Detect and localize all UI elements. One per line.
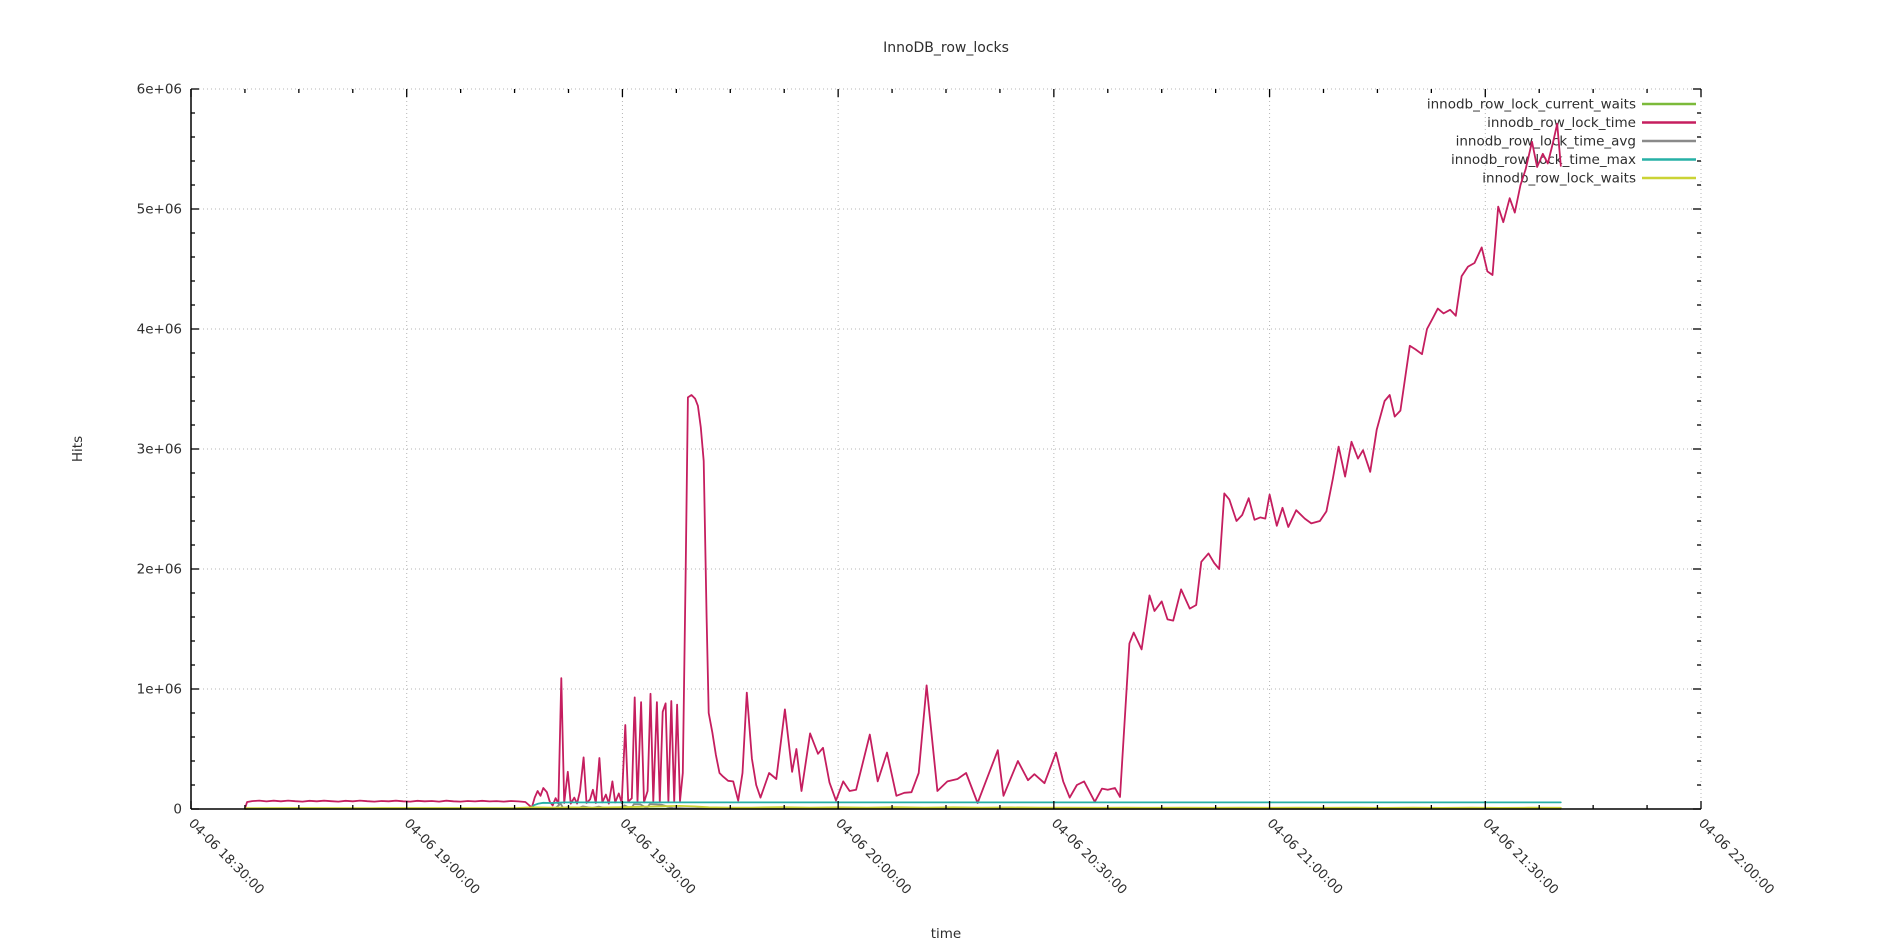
y-tick-label: 6e+06 xyxy=(137,82,182,98)
x-tick-label: 04-06 18:30:00 xyxy=(185,816,267,898)
x-tick-label: 04-06 21:00:00 xyxy=(1264,816,1346,898)
x-tick-label: 04-06 20:00:00 xyxy=(832,816,914,898)
y-axis-label: Hits xyxy=(70,436,86,462)
legend-label: innodb_row_lock_time_avg xyxy=(1456,134,1636,150)
legend-label: innodb_row_lock_current_waits xyxy=(1427,97,1636,113)
y-tick-label: 0 xyxy=(173,802,182,818)
x-tick-label: 04-06 19:30:00 xyxy=(617,816,699,898)
x-tick-label: 04-06 22:00:00 xyxy=(1695,816,1777,898)
x-tick-label: 04-06 20:30:00 xyxy=(1048,816,1130,898)
series-line-innodb_row_lock_time_max xyxy=(529,801,1562,810)
legend: innodb_row_lock_current_waits innodb_row_… xyxy=(1427,97,1696,187)
series-line-innodb_row_lock_time xyxy=(243,122,1562,810)
series-lines xyxy=(243,122,1562,810)
series-line-innodb_row_lock_waits xyxy=(243,805,1562,810)
gridlines xyxy=(191,89,1701,809)
x-tick-label: 04-06 21:30:00 xyxy=(1479,816,1561,898)
y-tick-label: 2e+06 xyxy=(137,562,182,578)
x-axis-label: time xyxy=(931,926,962,942)
tick-labels: 0 1e+06 2e+06 3e+06 4e+06 5e+06 6e+06 04-06 18:… xyxy=(137,82,1777,898)
legend-label: innodb_row_lock_waits xyxy=(1482,171,1636,187)
x-tick-label: 04-06 19:00:00 xyxy=(401,816,483,898)
tick-marks xyxy=(190,88,1702,810)
y-tick-label: 1e+06 xyxy=(137,682,182,698)
chart-title: InnoDB_row_locks xyxy=(883,40,1009,56)
y-tick-label: 3e+06 xyxy=(137,442,182,458)
plot-frame xyxy=(190,88,1702,810)
legend-label: innodb_row_lock_time xyxy=(1487,115,1636,131)
y-tick-label: 4e+06 xyxy=(137,322,182,338)
legend-label: innodb_row_lock_time_max xyxy=(1451,152,1636,168)
y-tick-label: 5e+06 xyxy=(137,202,182,218)
